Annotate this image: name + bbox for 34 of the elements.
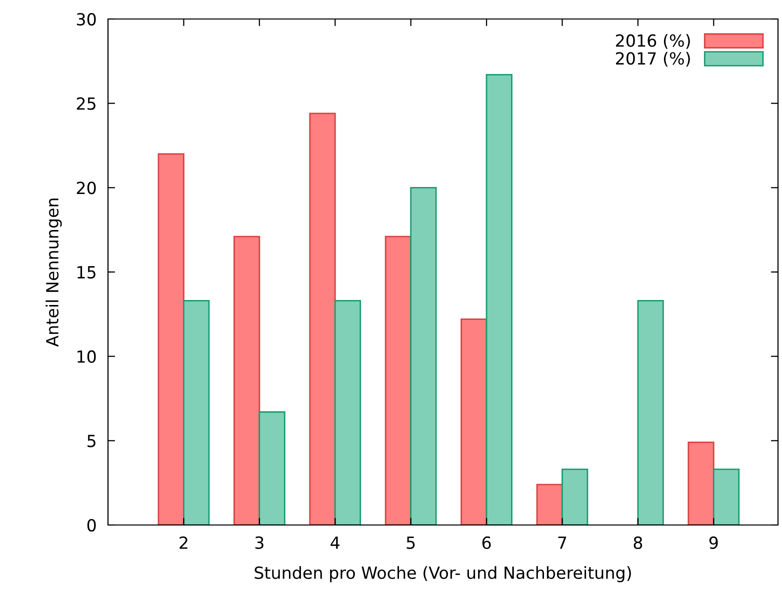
x-axis-title: Stunden pro Woche (Vor- und Nachbereitung) [254,566,631,582]
y-tick-label: 10 [78,350,96,363]
bar [688,442,714,525]
bar [712,468,740,525]
y-tick-label: 20 [76,182,96,194]
bar [486,74,512,525]
bar [410,186,437,525]
bar [536,484,563,525]
x-tick-label: 8 [634,536,642,550]
x-tick-label: 2 [180,536,188,549]
bar [334,300,362,525]
y-axis-title: Anteil Nennungen [46,198,62,347]
x-tick-label: 6 [482,536,491,550]
y-tick-label: 5 [88,434,96,448]
legend-label: 2016 (%) [616,34,690,49]
x-tick-label: 4 [330,536,340,549]
legend-label: 2017 (%) [616,52,690,67]
x-tick-label: 5 [406,536,415,550]
bar [233,236,260,525]
bar [183,300,210,525]
bar [258,411,286,525]
y-tick-label: 30 [76,12,96,26]
x-tick-label: 3 [255,536,264,550]
bar [637,300,664,525]
y-tick-label: 0 [87,518,96,532]
x-tick-label: 9 [709,536,718,550]
bar [562,468,588,525]
y-tick-label: 15 [78,266,96,279]
bar [309,112,336,525]
y-tick-label: 25 [76,97,96,110]
bar [460,318,488,525]
x-tick-label: 7 [558,536,566,549]
bar [384,236,412,525]
bar [158,153,184,525]
